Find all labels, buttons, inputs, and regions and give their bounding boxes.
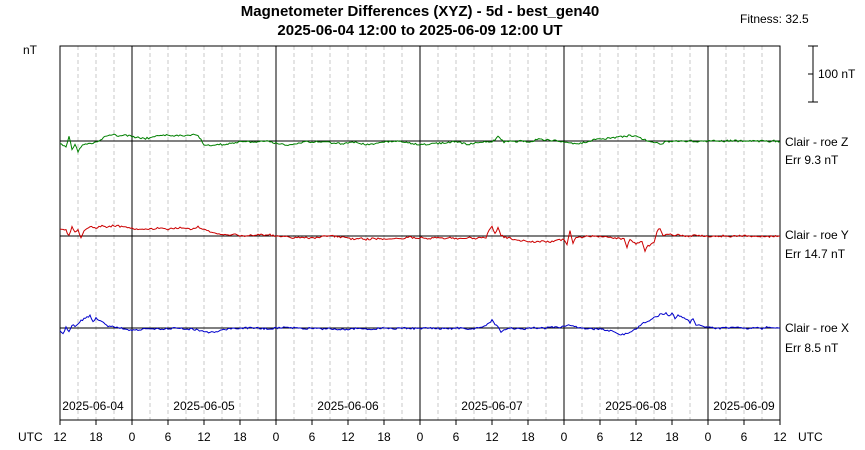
x-tick-label: 18 — [233, 430, 247, 444]
series-error-label: Err 9.3 nT — [785, 153, 839, 167]
x-tick-label: 12 — [53, 430, 67, 444]
x-tick-label: 18 — [377, 430, 391, 444]
series-name-label: Clair - roe Y — [785, 228, 849, 242]
x-tick-label: 12 — [773, 430, 787, 444]
chart-subtitle: 2025-06-04 12:00 to 2025-06-09 12:00 UT — [277, 22, 562, 39]
fitness-label: Fitness: 32.5 — [740, 12, 809, 26]
series-line-2 — [59, 311, 780, 336]
series-error-label: Err 8.5 nT — [785, 341, 839, 355]
x-tick-label: 0 — [129, 430, 136, 444]
x-tick-label: 6 — [741, 430, 748, 444]
x-tick-label: 6 — [309, 430, 316, 444]
x-tick-label: 12 — [341, 430, 355, 444]
x-tick-label: 6 — [597, 430, 604, 444]
date-label: 2025-06-04 — [62, 399, 124, 413]
series-labels: Clair - roe Z Err 9.3 nT Clair - roe Y Err … — [785, 135, 849, 355]
x-tick-label: 6 — [453, 430, 460, 444]
scale-bar-label: 100 nT — [818, 67, 856, 81]
date-labels: 2025-06-04 2025-06-05 2025-06-06 2025-06-07… — [62, 399, 775, 413]
series-line-0 — [59, 133, 781, 154]
grid-layer — [77, 46, 763, 420]
x-tick-label: 0 — [417, 430, 424, 444]
scale-bar: 100 nT — [808, 45, 856, 103]
series-name-label: Clair - roe X — [785, 321, 849, 335]
y-axis-unit: nT — [23, 43, 38, 57]
x-axis-label-right: UTC — [798, 430, 823, 444]
x-tick-label: 6 — [165, 430, 172, 444]
series-line-1 — [59, 224, 781, 253]
x-ticks: 12 18 0 6 12 18 0 6 12 18 0 6 12 18 0 6 12 18 0 6 12 — [53, 420, 787, 444]
series-error-label: Err 14.7 nT — [785, 247, 846, 261]
x-tick-label: 12 — [485, 430, 499, 444]
date-label: 2025-06-06 — [317, 399, 379, 413]
x-axis-label-left: UTC — [18, 430, 43, 444]
x-tick-label: 12 — [629, 430, 643, 444]
chart-title: Magnetometer Differences (XYZ) - 5d - be… — [241, 3, 599, 20]
x-tick-label: 12 — [197, 430, 211, 444]
x-tick-label: 18 — [521, 430, 535, 444]
date-label: 2025-06-07 — [461, 399, 523, 413]
x-tick-label: 0 — [273, 430, 280, 444]
date-label: 2025-06-05 — [173, 399, 235, 413]
x-tick-label: 0 — [561, 430, 568, 444]
x-tick-label: 18 — [665, 430, 679, 444]
x-tick-label: 18 — [89, 430, 103, 444]
series-name-label: Clair - roe Z — [785, 135, 848, 149]
x-tick-label: 0 — [705, 430, 712, 444]
date-label: 2025-06-08 — [605, 399, 667, 413]
date-label: 2025-06-09 — [713, 399, 775, 413]
series-lines — [59, 133, 781, 336]
